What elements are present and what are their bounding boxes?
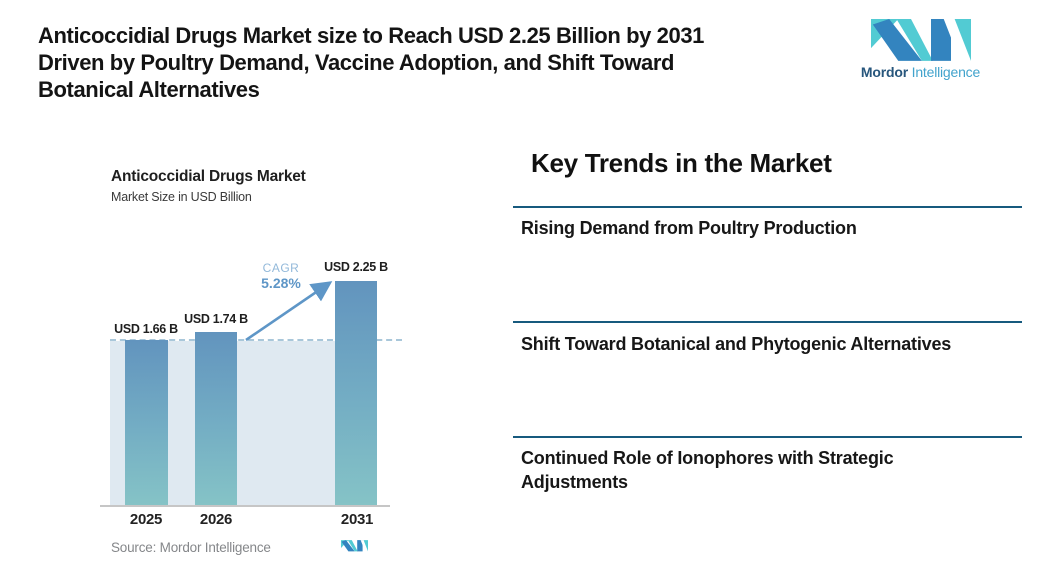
x-tick-2031: 2031	[340, 511, 374, 528]
trend-item-2: Shift Toward Botanical and Phytogenic Al…	[521, 334, 952, 354]
x-axis-line	[100, 505, 390, 507]
chart-title: Anticoccidial Drugs Market	[111, 168, 306, 185]
brand-logo: Mordor Intelligence	[858, 16, 983, 80]
baseline-dashed-line	[110, 339, 402, 341]
brand-name-light: Intelligence	[911, 64, 981, 80]
x-tick-2026: 2026	[199, 511, 233, 528]
key-trends-heading: Key Trends in the Market	[531, 148, 832, 178]
bar-value-label-2026: USD 1.74 B	[184, 312, 248, 326]
cagr-arrow-icon	[245, 281, 333, 342]
bar-2031	[335, 281, 377, 505]
x-tick-2025: 2025	[129, 511, 163, 528]
brand-name-bold: Mordor	[860, 64, 908, 80]
cagr-label: CAGR	[262, 261, 300, 275]
trend-divider	[513, 321, 1022, 323]
bar-value-label-2025: USD 1.66 B	[114, 322, 178, 336]
page-title: Anticoccidial Drugs Market size to Reach…	[38, 22, 853, 103]
source-attribution: Source: Mordor Intelligence	[111, 540, 271, 555]
trend-divider	[513, 206, 1022, 208]
bar-2026	[195, 332, 237, 505]
bar-2025	[125, 340, 168, 505]
cagr-value: 5.28%	[261, 275, 301, 291]
chart-subtitle: Market Size in USD Billion	[111, 190, 252, 204]
page-title-line-2: Driven by Poultry Demand, Vaccine Adopti…	[38, 50, 675, 75]
trend-divider	[513, 436, 1022, 438]
page-title-line-3: Botanical Alternatives	[38, 77, 260, 102]
mordor-logo-icon	[870, 19, 971, 61]
mordor-logo-mini-icon	[341, 540, 368, 552]
trend-item-3: Continued Role of Ionophores with Strate…	[521, 448, 894, 492]
bar-value-label-2031: USD 2.25 B	[324, 260, 388, 274]
page-title-line-1: Anticoccidial Drugs Market size to Reach…	[38, 23, 705, 48]
trend-item-1: Rising Demand from Poultry Production	[521, 218, 857, 238]
brand-wordmark: Mordor Intelligence	[858, 64, 983, 80]
cagr-annotation: CAGR 5.28%	[246, 261, 316, 291]
